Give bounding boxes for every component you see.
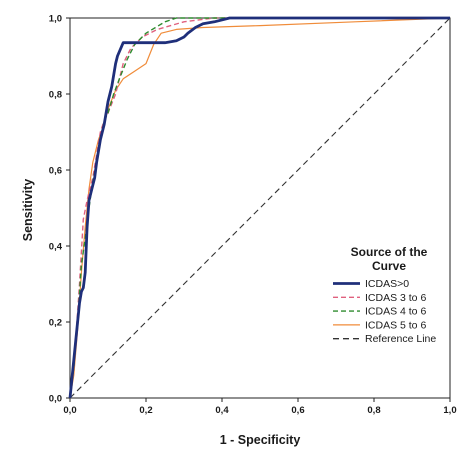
- y-axis-label: Sensitivity: [21, 179, 35, 242]
- x-tick-label: 0,8: [367, 405, 380, 416]
- x-tick-label: 1,0: [443, 405, 456, 416]
- x-axis-label: 1 - Specificity: [220, 433, 301, 447]
- series-line-icdas-0: [68, 16, 450, 399]
- legend-label: ICDAS 4 to 6: [365, 306, 426, 318]
- y-tick-label: 1,0: [49, 14, 62, 25]
- axes-layer: 0,0 0,2 0,4 0,6 0,8 1,0 0,0 0,2 0,4 0,6 0,8 1,0: [49, 14, 457, 417]
- y-tick-label: 0,0: [49, 394, 62, 405]
- legend-title-line1: Source of the: [351, 245, 428, 259]
- y-tick-label: 0,2: [49, 318, 62, 329]
- x-tick-label: 0,4: [215, 405, 229, 416]
- y-tick-label: 0,6: [49, 166, 62, 177]
- y-tick-label: 0,8: [49, 90, 62, 101]
- legend-title-line2: Curve: [372, 259, 406, 273]
- series-line-icdas-4-to-6: [69, 17, 450, 399]
- y-tick-label: 0,4: [49, 242, 63, 253]
- legend-label: ICDAS>0: [365, 278, 409, 290]
- x-tick-label: 0,2: [139, 405, 152, 416]
- legend-label: Reference Line: [365, 333, 436, 345]
- x-tick-label: 0,6: [291, 405, 304, 416]
- legend-label: ICDAS 3 to 6: [365, 292, 426, 304]
- series-layer: [68, 16, 451, 399]
- legend-label: ICDAS 5 to 6: [365, 319, 426, 331]
- x-tick-label: 0,0: [63, 405, 76, 416]
